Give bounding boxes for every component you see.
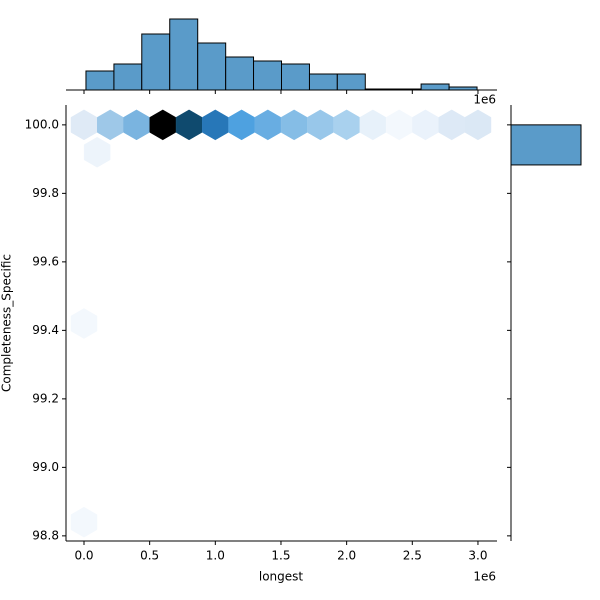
hexbin-cell [202, 109, 229, 141]
x-tick-label: 3.0 [468, 549, 487, 563]
hexbin-cell [307, 109, 334, 141]
hexbin-cell [438, 109, 465, 141]
marginal-x-bar [392, 88, 422, 91]
hexbin-cell [385, 109, 413, 141]
y-tick-label: 99.0 [32, 460, 59, 474]
hexbin-cell [228, 109, 255, 141]
x-axis-label: longest [259, 570, 304, 584]
y-tick-label: 100.0 [25, 117, 59, 131]
hexbin-cell [70, 109, 98, 141]
y-tick-label: 99.8 [32, 186, 59, 200]
x-offset-label: 1e6 [473, 570, 496, 584]
hexbin-cell [123, 109, 150, 141]
hexbin-cell [83, 136, 111, 168]
marginal-y-bar [510, 124, 582, 166]
hexbin-cell [333, 109, 360, 141]
y-tick-label: 98.8 [32, 528, 59, 542]
y-tick-label: 99.2 [32, 391, 59, 405]
x-tick-label: 1.5 [271, 549, 290, 563]
hexbin-cell [70, 308, 98, 339]
hexbin-cell [280, 109, 308, 141]
marginal-x-bar [281, 63, 310, 91]
hexbin-cell [464, 109, 492, 141]
hexbin-cell [359, 109, 387, 141]
marginal-x-bar [308, 73, 338, 91]
marginal-x-bar [448, 86, 478, 91]
x-tick-label: 2.5 [403, 549, 422, 563]
y-tick-label: 99.4 [32, 323, 59, 337]
marginal-x-bar [336, 73, 366, 91]
y-tick-label: 99.6 [32, 254, 59, 268]
hexbin-cell [175, 109, 203, 141]
hexbin-cell [70, 506, 98, 538]
marginal-x-bar [420, 83, 450, 91]
x-tick-label: 1.0 [206, 549, 225, 563]
marginal-x-bar [225, 56, 255, 91]
x-tick-label: 0.0 [74, 549, 93, 563]
marginal-x-bar [141, 33, 171, 91]
marginal-x-bar [113, 63, 143, 91]
hexbin-cell [149, 109, 177, 141]
marginal-x-bar [85, 70, 115, 91]
marginal-x-bar [197, 42, 227, 91]
marginal-offset-label: 1e6 [473, 93, 496, 107]
hexbin-cell [254, 109, 282, 141]
hexbin-cell [412, 109, 439, 141]
marginal-x-bar [169, 18, 199, 91]
marginal-x-bar [364, 88, 394, 91]
y-axis-label: Completeness_Specific [0, 254, 14, 392]
x-tick-label: 0.5 [140, 549, 159, 563]
marginal-x-bar [253, 60, 282, 91]
x-tick-label: 2.0 [337, 549, 356, 563]
hexbin-cell [97, 109, 124, 141]
